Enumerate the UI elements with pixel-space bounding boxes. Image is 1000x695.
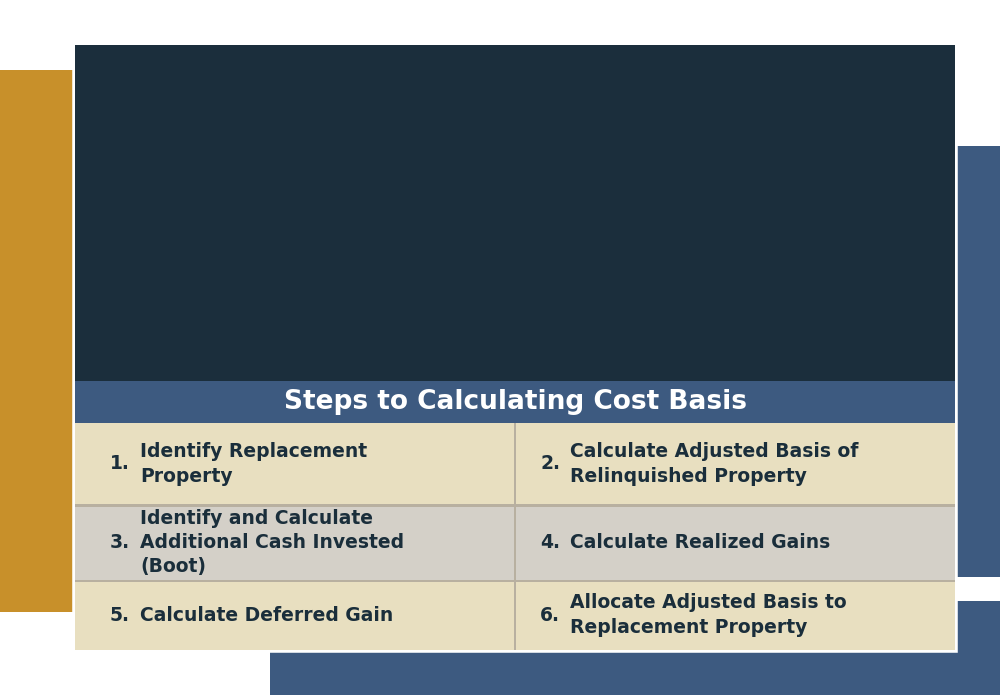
Text: 3.: 3. — [110, 533, 130, 552]
Bar — [270, 601, 1000, 695]
Bar — [75, 504, 955, 507]
Text: Steps to Calculating Cost Basis: Steps to Calculating Cost Basis — [284, 389, 746, 415]
Bar — [75, 580, 955, 650]
Bar — [75, 381, 955, 423]
Bar — [75, 423, 955, 505]
Bar — [75, 45, 955, 381]
Text: 6.: 6. — [540, 605, 560, 625]
Bar — [514, 423, 516, 650]
Text: 5.: 5. — [110, 605, 130, 625]
Text: 1.: 1. — [110, 455, 130, 473]
Text: Allocate Adjusted Basis to
Replacement Property: Allocate Adjusted Basis to Replacement P… — [570, 594, 847, 637]
Text: Calculate Adjusted Basis of
Relinquished Property: Calculate Adjusted Basis of Relinquished… — [570, 442, 858, 486]
Bar — [75, 580, 955, 582]
Bar — [955, 146, 1000, 577]
Bar — [0, 70, 780, 612]
Text: Identify Replacement
Property: Identify Replacement Property — [140, 442, 367, 486]
Bar — [75, 505, 955, 580]
Text: 2.: 2. — [540, 455, 560, 473]
Text: 4.: 4. — [540, 533, 560, 552]
Text: Calculate Realized Gains: Calculate Realized Gains — [570, 533, 830, 552]
Text: Identify and Calculate
Additional Cash Invested
(Boot): Identify and Calculate Additional Cash I… — [140, 509, 404, 576]
Text: Calculate Deferred Gain: Calculate Deferred Gain — [140, 605, 393, 625]
Bar — [75, 45, 955, 650]
